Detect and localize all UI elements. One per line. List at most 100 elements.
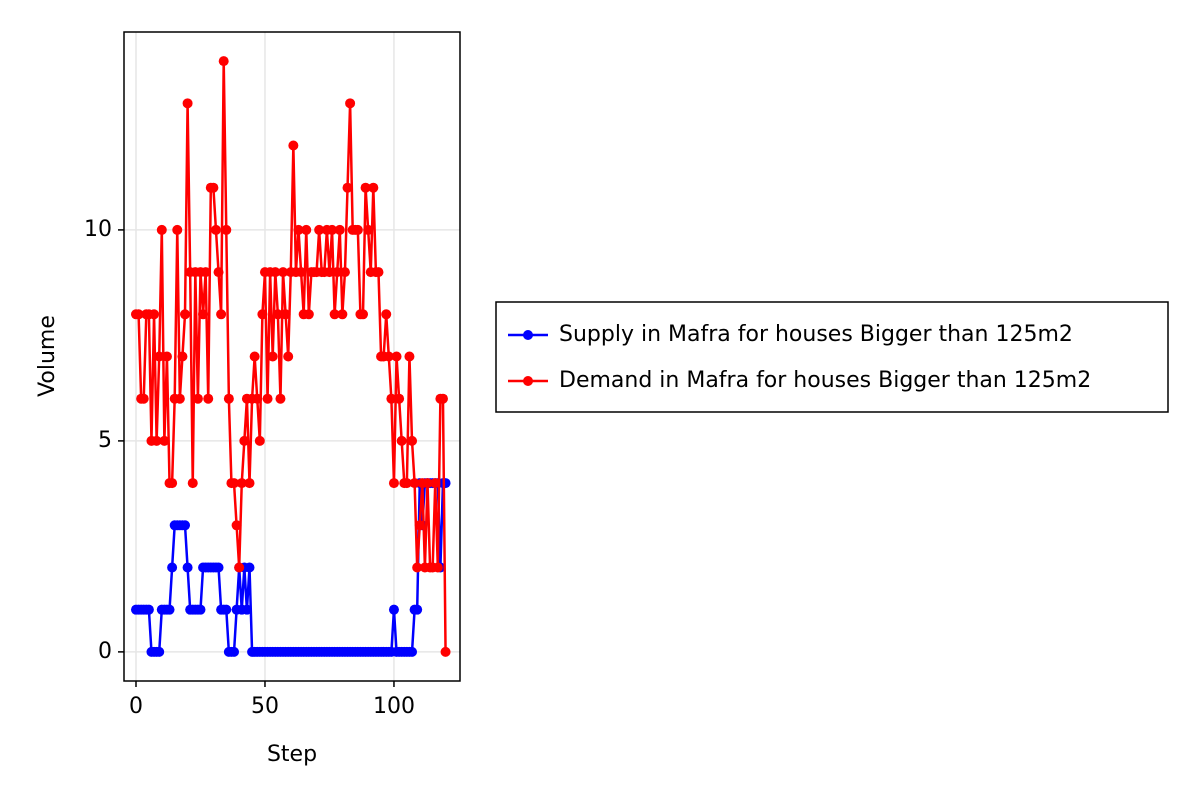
data-point: [267, 351, 278, 362]
data-point: [339, 267, 350, 278]
data-point: [280, 309, 291, 320]
data-point: [401, 478, 412, 489]
data-point: [221, 604, 232, 615]
data-point: [301, 224, 312, 235]
data-point: [198, 309, 209, 320]
data-point: [329, 309, 340, 320]
data-point: [249, 351, 260, 362]
y-tick-label: 5: [98, 428, 112, 453]
data-point: [409, 478, 420, 489]
data-point: [262, 393, 273, 404]
y-tick-label: 10: [84, 217, 112, 242]
data-point: [437, 393, 448, 404]
data-point: [203, 393, 214, 404]
data-point: [254, 435, 265, 446]
data-point: [164, 604, 175, 615]
data-point: [332, 267, 343, 278]
data-point: [231, 520, 242, 531]
data-point: [407, 646, 418, 657]
data-point: [174, 393, 185, 404]
data-point: [151, 435, 162, 446]
data-point: [167, 562, 178, 573]
data-point: [391, 351, 402, 362]
data-point: [143, 604, 154, 615]
y-tick-label: 0: [98, 639, 112, 664]
data-point: [352, 224, 363, 235]
x-axis-label: Step: [267, 742, 317, 767]
data-point: [257, 309, 268, 320]
data-point: [229, 478, 240, 489]
data-point: [342, 182, 353, 193]
data-point: [412, 562, 423, 573]
legend-marker: [523, 330, 533, 340]
data-point: [270, 267, 281, 278]
data-point: [138, 393, 149, 404]
data-point: [283, 351, 294, 362]
data-point: [314, 224, 325, 235]
x-tick-label: 0: [129, 694, 143, 719]
data-point: [213, 267, 224, 278]
data-point: [156, 224, 167, 235]
data-point: [337, 309, 348, 320]
data-point: [154, 351, 165, 362]
data-point: [404, 351, 415, 362]
data-point: [161, 351, 172, 362]
data-point: [430, 478, 441, 489]
data-point: [358, 309, 369, 320]
data-point: [252, 393, 263, 404]
data-point: [422, 478, 433, 489]
data-point: [414, 520, 425, 531]
data-point: [440, 646, 451, 657]
data-point: [133, 309, 144, 320]
data-point: [180, 520, 191, 531]
data-point: [407, 435, 418, 446]
data-point: [324, 267, 335, 278]
data-point: [180, 309, 191, 320]
data-point: [241, 604, 252, 615]
data-point: [239, 435, 250, 446]
data-point: [234, 562, 245, 573]
data-point: [388, 604, 399, 615]
data-point: [182, 98, 193, 109]
data-point: [275, 393, 286, 404]
legend-marker: [523, 376, 533, 386]
data-point: [182, 562, 193, 573]
data-point: [383, 351, 394, 362]
data-point: [272, 309, 283, 320]
legend-box: [495, 301, 1169, 413]
data-point: [218, 56, 229, 67]
data-point: [386, 393, 397, 404]
data-point: [167, 478, 178, 489]
data-point: [345, 98, 356, 109]
data-point: [293, 224, 304, 235]
x-tick-label: 50: [251, 694, 279, 719]
data-point: [296, 267, 307, 278]
data-point: [236, 478, 247, 489]
data-point: [208, 182, 219, 193]
data-point: [244, 478, 255, 489]
y-axis-label: Volume: [35, 315, 60, 397]
data-point: [159, 435, 170, 446]
data-point: [244, 562, 255, 573]
data-point: [381, 309, 392, 320]
x-tick-label: 100: [373, 694, 415, 719]
data-point: [192, 393, 203, 404]
data-point: [213, 562, 224, 573]
data-point: [388, 478, 399, 489]
legend-label: Demand in Mafra for houses Bigger than 1…: [559, 368, 1091, 393]
data-point: [373, 267, 384, 278]
plot-frame: [123, 31, 461, 682]
data-point: [177, 351, 188, 362]
data-point: [195, 604, 206, 615]
data-point: [149, 309, 160, 320]
series-line: [135, 481, 446, 654]
data-point: [223, 393, 234, 404]
data-point: [288, 140, 299, 151]
data-point: [432, 562, 443, 573]
data-point: [216, 309, 227, 320]
data-point: [200, 267, 211, 278]
data-point: [363, 224, 374, 235]
data-point: [172, 224, 183, 235]
data-point: [187, 478, 198, 489]
